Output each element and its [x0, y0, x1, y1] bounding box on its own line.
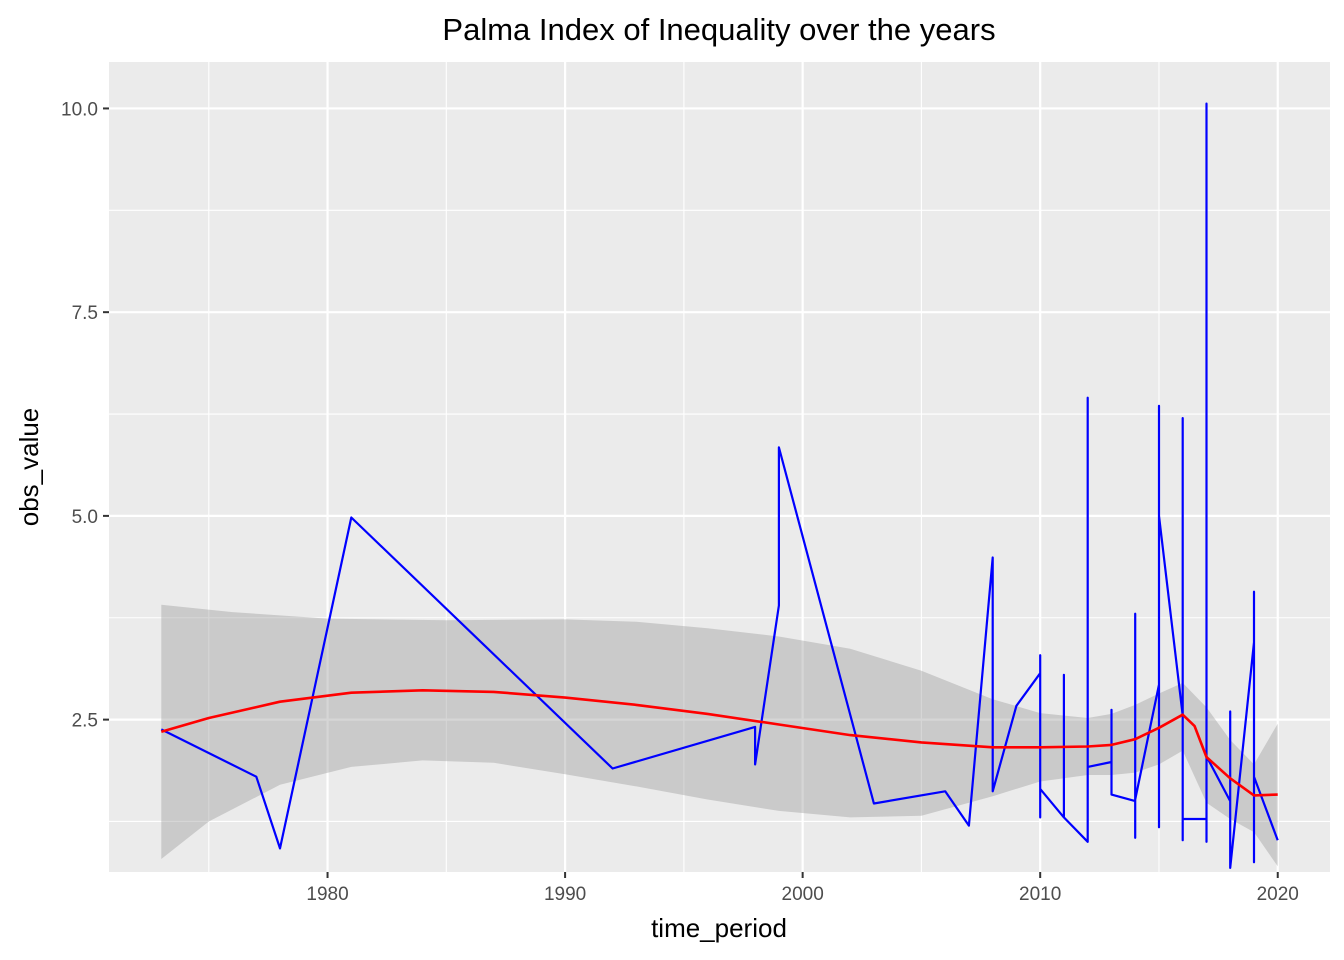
x-tick-label: 2000 — [782, 884, 824, 905]
x-tick-label: 1990 — [544, 884, 586, 905]
smooth-trend-line — [160, 688, 1278, 797]
axis-ticks: 2.5 5.0 7.5 10.0 1980 1990 2000 2010 2020 — [61, 99, 1299, 905]
x-tick-label: 1980 — [306, 884, 348, 905]
series-line — [160, 102, 1279, 870]
series-layer — [160, 102, 1279, 870]
x-tick-label: 2010 — [1019, 884, 1061, 905]
y-tick-label: 2.5 — [72, 711, 98, 732]
y-tick-label: 7.5 — [72, 303, 98, 324]
chart-title: Palma Index of Inequality over the years — [442, 12, 995, 47]
y-tick-label: 10.0 — [61, 99, 98, 120]
grid-lines — [109, 62, 1330, 872]
y-tick-label: 5.0 — [72, 507, 98, 528]
confidence-band-layer — [161, 604, 1278, 867]
x-axis-title: time_period — [651, 913, 787, 943]
x-tick-label: 2020 — [1257, 884, 1299, 905]
confidence-band — [161, 604, 1278, 867]
y-axis-title: obs_value — [14, 408, 44, 527]
